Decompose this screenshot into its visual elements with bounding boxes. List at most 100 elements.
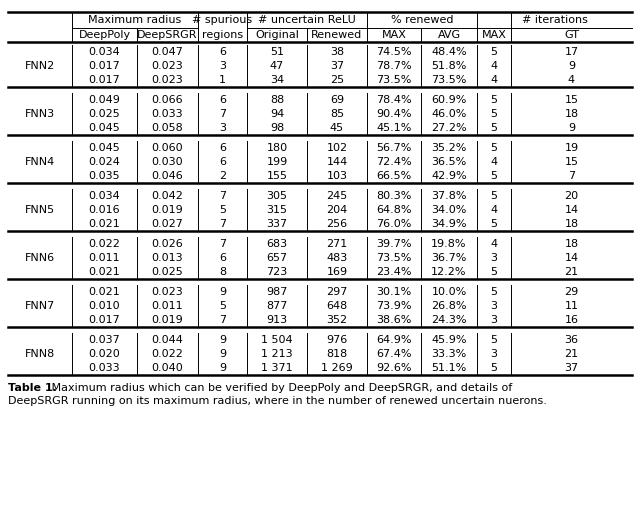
Text: 12.2%: 12.2% <box>431 267 467 277</box>
Text: 9: 9 <box>568 123 575 133</box>
Text: 0.027: 0.027 <box>152 219 184 229</box>
Text: 1 269: 1 269 <box>321 363 353 373</box>
Text: 5: 5 <box>219 301 226 311</box>
Text: 14: 14 <box>564 253 579 263</box>
Text: 42.9%: 42.9% <box>431 171 467 181</box>
Text: 0.017: 0.017 <box>88 61 120 71</box>
Text: 21: 21 <box>564 349 579 359</box>
Text: 35.2%: 35.2% <box>431 143 467 153</box>
Text: 7: 7 <box>219 219 226 229</box>
Text: 48.4%: 48.4% <box>431 47 467 57</box>
Text: 60.9%: 60.9% <box>431 95 467 105</box>
Text: 74.5%: 74.5% <box>376 47 412 57</box>
Text: 180: 180 <box>266 143 287 153</box>
Text: FNN7: FNN7 <box>25 301 55 311</box>
Text: 69: 69 <box>330 95 344 105</box>
Text: 73.9%: 73.9% <box>376 301 412 311</box>
Text: 36.5%: 36.5% <box>431 157 467 167</box>
Text: 0.033: 0.033 <box>152 109 183 119</box>
Text: DeepPoly: DeepPoly <box>79 30 131 40</box>
Text: 0.045: 0.045 <box>88 143 120 153</box>
Text: 0.017: 0.017 <box>88 315 120 325</box>
Text: 38.6%: 38.6% <box>376 315 412 325</box>
Text: 34.0%: 34.0% <box>431 205 467 215</box>
Text: 7: 7 <box>219 315 226 325</box>
Text: 204: 204 <box>326 205 348 215</box>
Text: 5: 5 <box>490 143 497 153</box>
Text: 5: 5 <box>490 219 497 229</box>
Text: 657: 657 <box>266 253 287 263</box>
Text: 0.066: 0.066 <box>152 95 183 105</box>
Text: DeepSRGR: DeepSRGR <box>137 30 198 40</box>
Text: 20: 20 <box>564 191 579 201</box>
Text: 39.7%: 39.7% <box>376 239 412 249</box>
Text: 0.024: 0.024 <box>88 157 120 167</box>
Text: 155: 155 <box>266 171 287 181</box>
Text: 19.8%: 19.8% <box>431 239 467 249</box>
Text: 0.034: 0.034 <box>88 191 120 201</box>
Text: Original: Original <box>255 30 299 40</box>
Text: 5: 5 <box>490 47 497 57</box>
Text: 5: 5 <box>490 335 497 345</box>
Text: 72.4%: 72.4% <box>376 157 412 167</box>
Text: 73.5%: 73.5% <box>376 75 412 85</box>
Text: 85: 85 <box>330 109 344 119</box>
Text: 9: 9 <box>219 363 226 373</box>
Text: 4: 4 <box>490 205 497 215</box>
Text: 169: 169 <box>326 267 348 277</box>
Text: 199: 199 <box>266 157 287 167</box>
Text: 0.023: 0.023 <box>152 75 184 85</box>
Text: 21: 21 <box>564 267 579 277</box>
Text: 6: 6 <box>219 47 226 57</box>
Text: 0.026: 0.026 <box>152 239 184 249</box>
Text: 0.022: 0.022 <box>88 239 120 249</box>
Text: 245: 245 <box>326 191 348 201</box>
Text: 5: 5 <box>490 287 497 297</box>
Text: 0.047: 0.047 <box>152 47 184 57</box>
Text: MAX: MAX <box>481 30 506 40</box>
Text: 7: 7 <box>219 109 226 119</box>
Text: 5: 5 <box>490 267 497 277</box>
Text: 5: 5 <box>490 123 497 133</box>
Text: regions: regions <box>202 30 243 40</box>
Text: 6: 6 <box>219 143 226 153</box>
Text: FNN3: FNN3 <box>25 109 55 119</box>
Text: 987: 987 <box>266 287 288 297</box>
Text: 51: 51 <box>270 47 284 57</box>
Text: FNN8: FNN8 <box>25 349 55 359</box>
Text: 3: 3 <box>490 253 497 263</box>
Text: 45: 45 <box>330 123 344 133</box>
Text: 0.058: 0.058 <box>152 123 184 133</box>
Text: 18: 18 <box>564 109 579 119</box>
Text: 36: 36 <box>564 335 579 345</box>
Text: 0.025: 0.025 <box>88 109 120 119</box>
Text: 6: 6 <box>219 253 226 263</box>
Text: # spurious: # spurious <box>193 15 253 25</box>
Text: 33.3%: 33.3% <box>431 349 467 359</box>
Text: 6: 6 <box>219 95 226 105</box>
Text: 9: 9 <box>219 349 226 359</box>
Text: 88: 88 <box>270 95 284 105</box>
Text: 0.013: 0.013 <box>152 253 183 263</box>
Text: 19: 19 <box>564 143 579 153</box>
Text: 78.4%: 78.4% <box>376 95 412 105</box>
Text: 15: 15 <box>564 157 579 167</box>
Text: 18: 18 <box>564 239 579 249</box>
Text: 11: 11 <box>564 301 579 311</box>
Text: 73.5%: 73.5% <box>376 253 412 263</box>
Text: 144: 144 <box>326 157 348 167</box>
Text: 5: 5 <box>490 363 497 373</box>
Text: 0.011: 0.011 <box>89 253 120 263</box>
Text: 34: 34 <box>270 75 284 85</box>
Text: 92.6%: 92.6% <box>376 363 412 373</box>
Text: 0.046: 0.046 <box>152 171 184 181</box>
Text: 0.010: 0.010 <box>89 301 120 311</box>
Text: Maximum radius which can be verified by DeepPoly and DeepSRGR, and details of: Maximum radius which can be verified by … <box>48 383 512 393</box>
Text: 29: 29 <box>564 287 579 297</box>
Text: 723: 723 <box>266 267 287 277</box>
Text: 0.017: 0.017 <box>88 75 120 85</box>
Text: 683: 683 <box>266 239 287 249</box>
Text: 0.019: 0.019 <box>152 205 184 215</box>
Text: 0.011: 0.011 <box>152 301 183 311</box>
Text: 0.049: 0.049 <box>88 95 120 105</box>
